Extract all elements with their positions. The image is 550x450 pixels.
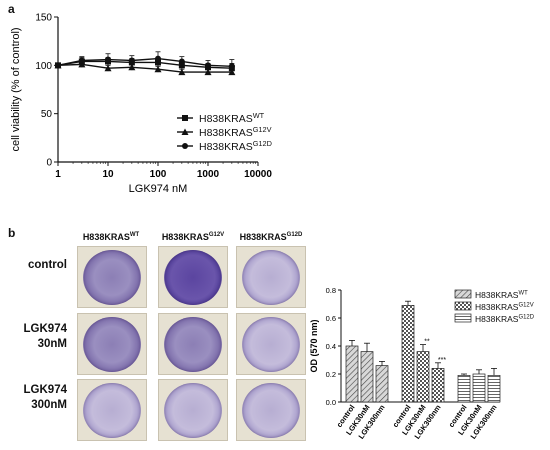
legend-label: H838KRASG12V: [199, 125, 272, 139]
column-header-g12d: H838KRASG12D: [239, 232, 303, 242]
x-axis-title: LGK974 nM: [129, 183, 188, 195]
well-g12v-300nm: [158, 379, 228, 441]
well-g12d-control: [236, 246, 306, 308]
stained-dish: [164, 383, 222, 438]
column-header-wt: H838KRASWT: [82, 232, 140, 242]
row-header-30nm: LGK974 30nM: [23, 323, 67, 350]
stained-dish: [242, 250, 300, 305]
stained-dish: [83, 317, 141, 372]
stained-dish: [242, 317, 300, 372]
x-tick-label: 1000: [197, 169, 220, 180]
well-g12v-30nm: [158, 313, 228, 375]
well-g12d-300nm: [236, 379, 306, 441]
data-point: [128, 57, 135, 64]
series-line: [57, 60, 232, 69]
legend-marker: [181, 128, 189, 135]
well-g12v-control: [158, 246, 228, 308]
y-tick-label: 150: [35, 13, 52, 24]
stained-dish: [242, 383, 300, 438]
data-point: [205, 62, 211, 69]
data-point: [104, 64, 112, 72]
y-tick-label: 100: [35, 61, 52, 72]
column-header-g12v: H838KRASG12V: [161, 232, 225, 242]
legend-marker: [182, 143, 188, 149]
data-point: [154, 65, 162, 73]
line-chart-axes: 0 50 100 150 1 10 100 1000 10000 LGK974 nM cell vi…: [10, 13, 272, 196]
data-point: [204, 68, 212, 76]
row-header-300nm: LGK974 300nM: [23, 384, 67, 411]
panel-a-label: a: [8, 2, 15, 16]
panel-b-label: b: [8, 226, 16, 240]
y-axis-title: cell viability (% of control): [10, 27, 22, 151]
legend-label: H838KRASWT: [199, 111, 265, 125]
data-point: [105, 56, 111, 63]
stained-dish: [83, 250, 141, 305]
data-point: [178, 68, 186, 76]
x-tick-label: 100: [150, 169, 167, 180]
well-wt-300nm: [77, 379, 147, 441]
data-point: [55, 62, 61, 69]
stained-dish: [164, 317, 222, 372]
series-line: [57, 57, 232, 67]
well-wt-control: [77, 246, 147, 308]
row-header-control: control: [28, 259, 67, 271]
y-tick-label: 50: [41, 109, 53, 120]
x-tick-label: 10: [102, 169, 114, 180]
data-point: [178, 58, 185, 65]
legend-marker: [182, 115, 188, 121]
series-line: [57, 63, 232, 73]
stained-dish: [164, 250, 222, 305]
y-tick-label: 0: [46, 158, 52, 169]
data-point: [128, 63, 136, 71]
legend-label: H838KRASG12D: [199, 139, 272, 153]
x-tick-label: 10000: [244, 169, 272, 180]
stained-dish: [83, 383, 141, 438]
line-chart-series: [54, 51, 236, 76]
x-tick-label: 1: [55, 169, 61, 180]
data-point: [228, 63, 235, 70]
well-g12d-30nm: [236, 313, 306, 375]
data-point: [155, 55, 161, 62]
data-point: [78, 57, 85, 64]
well-wt-30nm: [77, 313, 147, 375]
